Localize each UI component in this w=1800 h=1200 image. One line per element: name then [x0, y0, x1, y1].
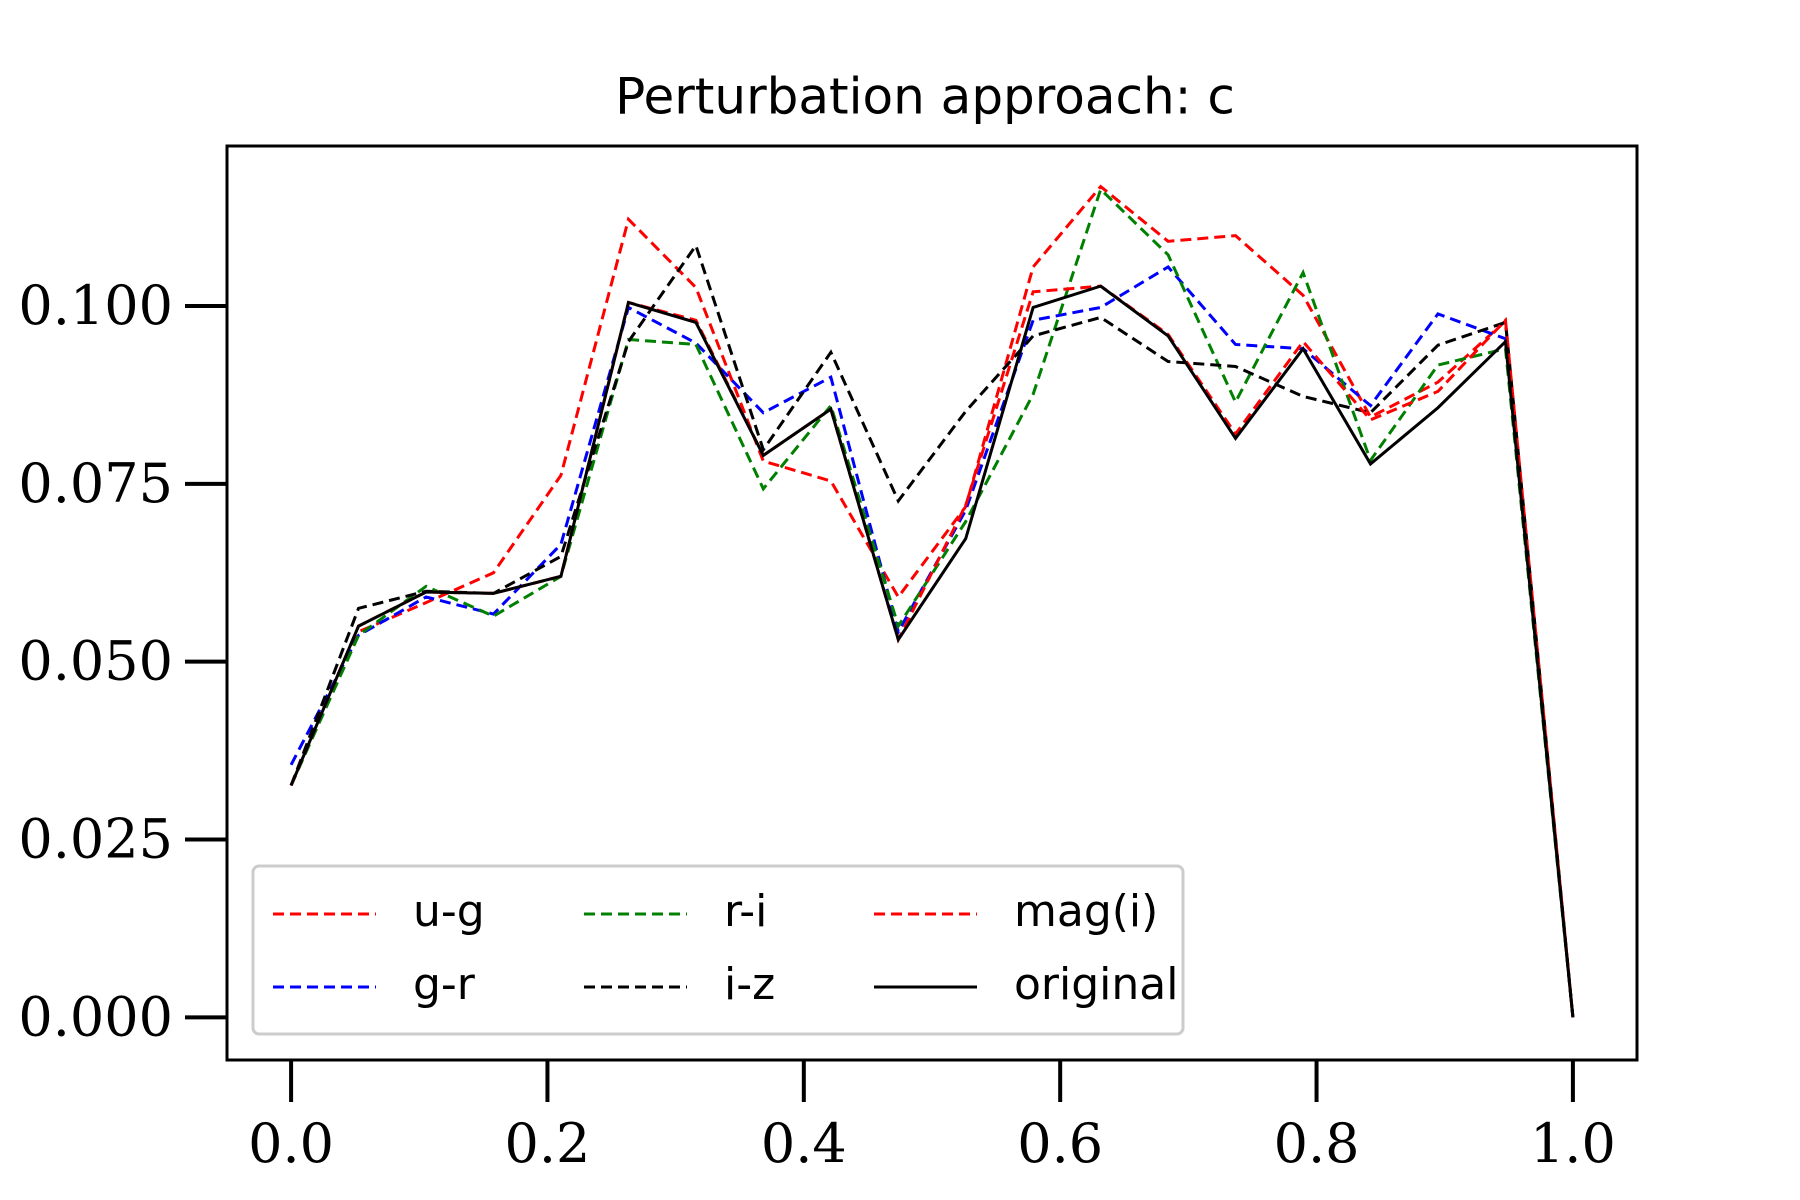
x-tick-label: 0.2 — [505, 1112, 591, 1175]
legend-label: mag(i) — [1014, 886, 1158, 937]
plot-frame — [225, 144, 1639, 1062]
series-line — [289, 184, 1575, 1018]
series-line — [289, 284, 1575, 1018]
y-tick-label: 0.000 — [18, 985, 173, 1048]
x-tick-label: 0.8 — [1274, 1112, 1360, 1175]
y-tick-label: 0.025 — [18, 808, 173, 871]
series-line — [289, 186, 1575, 1018]
x-tick-label: 0.6 — [1017, 1112, 1103, 1175]
legend-box — [251, 864, 1185, 1036]
y-tick-label: 0.050 — [18, 630, 173, 693]
legend-label: original — [1014, 959, 1178, 1010]
legend-label: i-z — [724, 959, 775, 1010]
y-tick-label: 0.100 — [18, 274, 173, 337]
series-line — [289, 264, 1575, 1018]
legend: u-g g-r r-i i-z mag(i) original — [251, 864, 1185, 1036]
chart-title: Perturbation approach: c — [615, 68, 1235, 126]
series-line — [289, 242, 1575, 1018]
x-tick-label: 1.0 — [1530, 1112, 1616, 1175]
legend-label: u-g — [413, 886, 485, 937]
legend-label: g-r — [413, 959, 476, 1010]
y-tick-label: 0.075 — [18, 452, 173, 515]
x-tick-label: 0.4 — [761, 1112, 847, 1175]
x-tick-label: 0.0 — [248, 1112, 334, 1175]
legend-label: r-i — [724, 886, 767, 937]
